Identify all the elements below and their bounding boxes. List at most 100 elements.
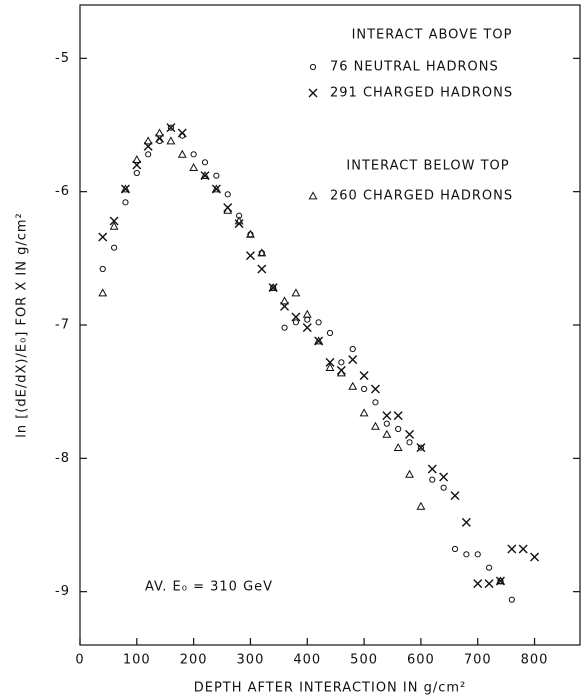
data-point	[349, 345, 356, 353]
annotation: INTERACT ABOVE TOP	[352, 28, 513, 43]
data-point	[314, 336, 324, 345]
data-point	[473, 579, 483, 589]
data-point	[132, 155, 142, 164]
data-point	[485, 564, 493, 571]
data-point	[348, 381, 358, 390]
data-point	[145, 151, 152, 158]
data-point	[245, 251, 255, 261]
data-point	[359, 371, 369, 381]
data-point	[292, 319, 300, 326]
legend-marker	[308, 191, 318, 200]
data-point	[223, 205, 233, 214]
data-point	[280, 296, 289, 305]
data-point	[372, 399, 379, 406]
data-point	[315, 319, 322, 326]
y-tick-label: -6	[55, 184, 70, 199]
data-point	[166, 136, 176, 145]
data-point	[463, 551, 470, 558]
annotation: AV. E₀ = 310 GeV	[145, 580, 273, 595]
data-point	[110, 244, 118, 251]
data-point	[190, 151, 197, 158]
data-point	[395, 425, 402, 433]
data-point	[155, 128, 164, 137]
data-point	[336, 368, 346, 377]
x-tick-label: 600	[407, 653, 435, 668]
data-point	[109, 221, 119, 230]
data-point	[98, 232, 108, 242]
data-point	[257, 264, 267, 274]
data-point	[474, 551, 481, 558]
data-point	[393, 443, 403, 452]
data-point	[461, 517, 471, 527]
data-point	[405, 429, 415, 439]
data-point	[439, 472, 449, 482]
y-axis-label: ln [(dE/dX)/E₀] FOR X IN g/cm²	[15, 212, 30, 437]
data-point	[291, 312, 301, 322]
data-point	[257, 248, 267, 257]
data-point	[326, 329, 334, 337]
x-tick-label: 800	[521, 653, 549, 668]
data-point	[99, 265, 106, 273]
data-point	[167, 124, 175, 131]
data-point	[383, 420, 390, 427]
x-axis-label: DEPTH AFTER INTERACTION IN g/cm²	[194, 681, 467, 696]
data-point	[302, 309, 312, 318]
data-point	[518, 544, 528, 554]
x-tick-label: 700	[464, 653, 492, 668]
data-point	[122, 199, 129, 206]
data-point	[382, 411, 392, 421]
data-point	[302, 323, 312, 333]
data-point	[416, 501, 426, 510]
data-point	[429, 476, 436, 483]
data-point	[224, 191, 231, 198]
data-point	[370, 384, 380, 394]
data-point	[417, 444, 425, 451]
data-point	[304, 316, 311, 323]
data-point	[291, 288, 301, 297]
data-point	[496, 576, 505, 585]
data-point	[133, 169, 140, 177]
data-point	[405, 469, 414, 478]
y-tick-label: -5	[55, 51, 70, 66]
data-point	[98, 288, 108, 297]
y-tick-label: -9	[55, 584, 70, 599]
plot-frame	[79, 4, 581, 646]
legend-label: 260 CHARGED HADRONS	[330, 189, 513, 204]
data-point	[177, 128, 187, 138]
x-tick-label: 400	[293, 653, 321, 668]
legend-marker	[308, 88, 318, 98]
data-point	[143, 136, 153, 145]
data-point	[484, 579, 494, 589]
data-point	[234, 216, 244, 225]
x-tick-label: 100	[123, 653, 151, 668]
data-point	[427, 464, 437, 474]
data-point	[508, 596, 515, 603]
data-point	[211, 184, 221, 193]
legend-label: 291 CHARGED HADRONS	[330, 86, 513, 101]
data-point	[325, 357, 335, 367]
x-tick-label: 200	[180, 653, 208, 668]
y-tick-label: -7	[55, 318, 70, 333]
data-point	[507, 544, 517, 554]
data-point	[166, 123, 176, 133]
data-point	[109, 216, 119, 226]
legend-label: 76 NEUTRAL HADRONS	[330, 60, 499, 75]
data-point	[348, 355, 358, 365]
data-point	[268, 283, 278, 292]
y-tick-label: -8	[55, 451, 70, 466]
annotation: INTERACT BELOW TOP	[346, 159, 509, 174]
data-point	[338, 359, 345, 366]
data-point	[416, 443, 426, 453]
data-point	[393, 411, 403, 421]
data-point	[382, 429, 392, 438]
x-tick-label: 0	[75, 653, 84, 668]
data-point	[530, 552, 540, 562]
data-point	[200, 171, 210, 180]
data-point	[450, 491, 460, 501]
data-point	[177, 149, 187, 158]
data-point	[451, 545, 459, 553]
data-point	[360, 385, 368, 393]
x-tick-label: 300	[237, 653, 265, 668]
x-tick-label: 500	[350, 653, 378, 668]
